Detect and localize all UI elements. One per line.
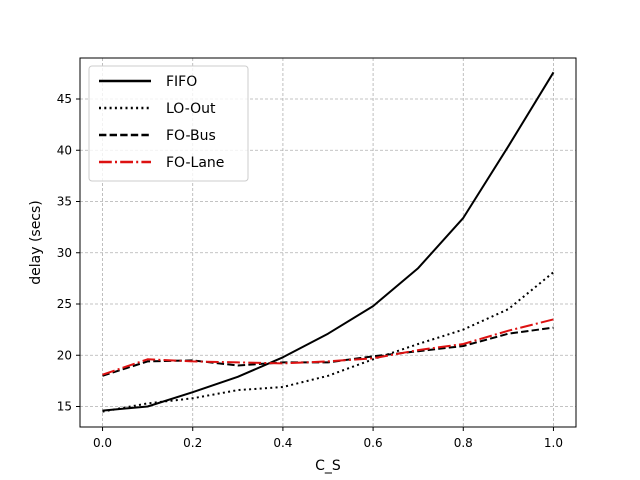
x-tick-label: 0.0 xyxy=(93,436,112,450)
y-tick-label: 25 xyxy=(57,297,72,311)
y-tick-label: 15 xyxy=(57,400,72,414)
series-line-fifo xyxy=(102,71,555,412)
y-tick-label: 20 xyxy=(57,348,72,362)
x-axis-label: C_S xyxy=(315,458,341,474)
plot-frame xyxy=(79,57,577,428)
y-axis-label: delay (secs) xyxy=(28,200,44,285)
y-tick-label: 35 xyxy=(57,195,72,209)
y-axis-ticks: 15 20 25 30 35 40 45 xyxy=(57,92,80,414)
y-tick-label: 45 xyxy=(57,92,72,106)
legend-label-fo-bus: FO-Bus xyxy=(166,128,216,144)
series-line-lo-out xyxy=(102,271,555,413)
x-tick-label: 1.0 xyxy=(544,436,563,450)
legend-box xyxy=(88,65,249,182)
legend-label-fifo: FIFO xyxy=(166,74,197,90)
series-lines xyxy=(102,71,555,413)
x-tick-label: 0.2 xyxy=(183,436,202,450)
legend-label-fo-lane: FO-Lane xyxy=(166,155,224,171)
series-line-fo-lane xyxy=(102,318,554,376)
legend: FIFO LO-Out FO-Bus FO-Lane xyxy=(88,65,249,182)
y-tick-label: 30 xyxy=(57,246,72,260)
x-tick-label: 0.4 xyxy=(273,436,292,450)
y-tick-label: 40 xyxy=(57,143,72,157)
x-tick-label: 0.8 xyxy=(454,436,473,450)
x-axis-ticks: 0.0 0.2 0.4 0.6 0.8 1.0 xyxy=(93,427,563,450)
legend-label-lo-out: LO-Out xyxy=(166,101,216,117)
x-tick-label: 0.6 xyxy=(364,436,383,450)
